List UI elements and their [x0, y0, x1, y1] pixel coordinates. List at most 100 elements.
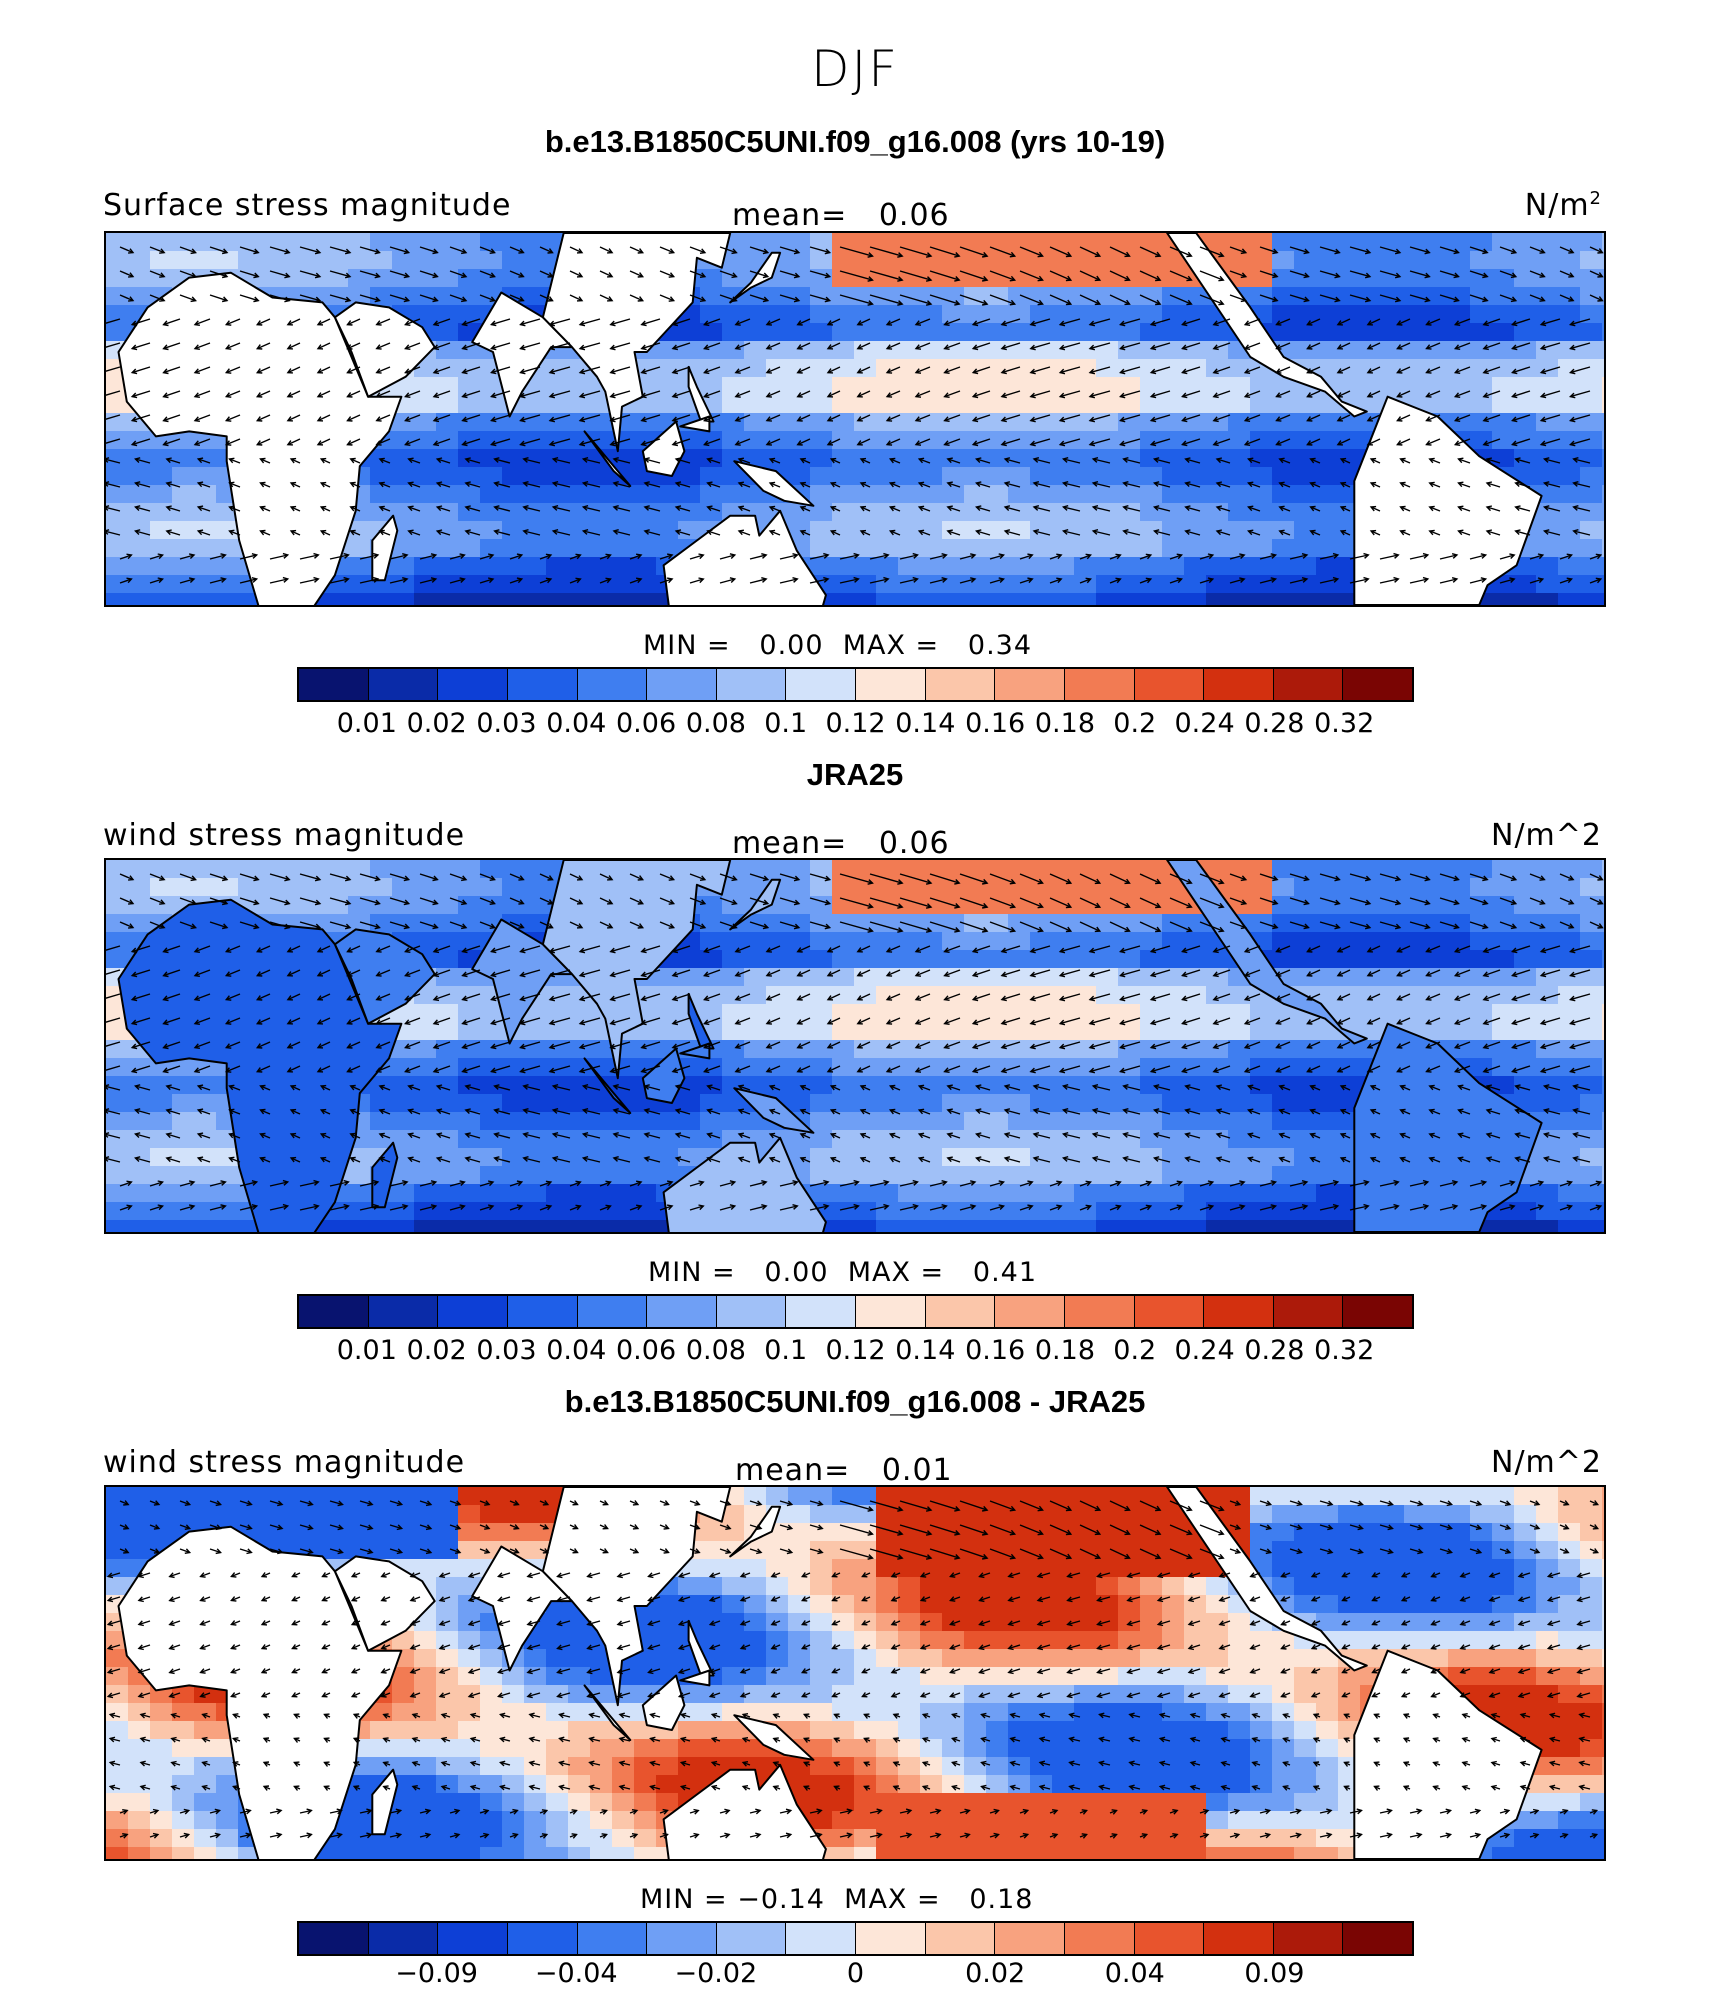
wind-vector-head: [576, 272, 584, 278]
wind-vector-head: [1027, 577, 1034, 584]
wind-vector: [376, 318, 391, 326]
wind-vector-head: [1482, 344, 1489, 351]
field-cell: [1360, 377, 1383, 396]
field-cell: [480, 413, 503, 432]
field-cell: [1228, 1202, 1251, 1221]
wind-vector: [523, 506, 541, 512]
field-cell: [1536, 557, 1559, 576]
wind-vector: [347, 438, 361, 446]
field-cell: [1118, 1130, 1141, 1149]
field-cell: [942, 359, 965, 378]
wind-vector: [509, 873, 524, 881]
wind-vector-head: [731, 899, 738, 906]
wind-vector: [689, 897, 706, 905]
wind-vector-head: [1037, 902, 1044, 909]
field-cell: [1250, 575, 1273, 594]
field-cell: [1250, 557, 1273, 576]
wind-vector-head: [1457, 505, 1464, 512]
field-cell: [1602, 305, 1604, 324]
field-cell: [392, 431, 415, 450]
field-cell: [1008, 431, 1031, 450]
wind-vector: [494, 482, 511, 488]
wind-vector: [359, 294, 380, 302]
field-cell: [942, 431, 965, 450]
wind-vector: [797, 969, 811, 977]
field-cell: [832, 1202, 855, 1221]
field-cell: [1426, 395, 1449, 414]
field-cell: [876, 914, 899, 933]
wind-vector: [809, 578, 829, 584]
wind-vector-head: [289, 529, 297, 536]
wind-vector: [194, 318, 211, 326]
field-cell: [1272, 914, 1295, 933]
field-cell: [898, 1184, 921, 1203]
wind-vector: [149, 578, 163, 584]
wind-vector-head: [1029, 416, 1036, 423]
wind-vector: [317, 969, 331, 977]
wind-vector: [1089, 318, 1111, 326]
field-cell: [502, 1112, 525, 1131]
wind-vector: [857, 318, 871, 326]
wind-vector-head: [796, 440, 803, 446]
field-cell: [898, 1130, 921, 1149]
wind-vector: [989, 897, 1015, 908]
wind-vector: [641, 969, 661, 977]
field-cell: [1030, 1184, 1053, 1203]
wind-vector: [491, 414, 511, 422]
wind-vector: [944, 438, 961, 446]
wind-vector: [1349, 873, 1371, 881]
wind-vector: [229, 530, 241, 536]
field-cell: [326, 1220, 349, 1232]
field-cell: [1228, 539, 1251, 558]
field-cell: [524, 287, 547, 306]
field-cell: [722, 269, 745, 288]
field-cell: [1140, 467, 1163, 486]
wind-vector-head: [522, 505, 529, 511]
field-cell: [898, 1094, 921, 1113]
wind-vector: [827, 390, 841, 398]
wind-vector: [1059, 945, 1081, 953]
wind-vector-head: [917, 505, 925, 512]
wind-vector: [226, 390, 241, 398]
field-cell: [1162, 539, 1185, 558]
wind-vector-head: [1155, 251, 1162, 258]
wind-vector-head: [1394, 296, 1402, 303]
field-cell: [458, 485, 481, 504]
field-cell: [876, 860, 899, 879]
field-cell: [1030, 575, 1053, 594]
wind-vector-head: [1247, 505, 1254, 512]
field-cell: [106, 1076, 129, 1095]
land-coastline: [583, 1057, 632, 1114]
field-cell: [1008, 1112, 1031, 1131]
field-cell: [1206, 359, 1229, 378]
wind-vector-head: [435, 529, 443, 536]
wind-vector-head: [1184, 457, 1191, 464]
field-cell: [1118, 251, 1141, 270]
wind-vector-head: [609, 971, 616, 978]
field-cell: [1580, 485, 1603, 504]
wind-vector-head: [792, 577, 799, 583]
wind-vector: [1139, 554, 1152, 560]
wind-vector: [239, 897, 259, 905]
wind-vector-head: [1511, 344, 1518, 351]
field-cell: [1272, 896, 1295, 915]
wind-vector-head: [190, 899, 197, 906]
wind-vector-head: [1207, 577, 1215, 584]
field-cell: [1492, 251, 1515, 270]
wind-vector: [659, 294, 674, 302]
wind-vector: [1120, 414, 1141, 422]
wind-vector: [675, 482, 691, 488]
field-cell: [634, 1130, 657, 1149]
wind-vector: [583, 458, 601, 464]
wind-vector-head: [162, 344, 169, 351]
field-cell: [1140, 377, 1163, 396]
wind-vector: [405, 993, 421, 1001]
wind-vector: [766, 414, 781, 422]
wind-vector-head: [1399, 457, 1406, 464]
wind-vector: [929, 873, 960, 884]
wind-vector-head: [165, 457, 172, 464]
wind-vector: [1139, 897, 1161, 908]
field-cell: [370, 878, 393, 897]
field-cell: [1514, 1022, 1537, 1041]
field-cell: [832, 467, 855, 486]
